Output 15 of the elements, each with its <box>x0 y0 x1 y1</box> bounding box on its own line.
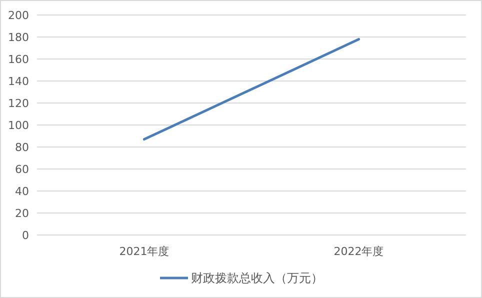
legend-label: 财政拨款总收入（万元） <box>191 271 323 285</box>
y-tick-label: 180 <box>8 31 29 44</box>
y-tick-label: 100 <box>8 119 29 132</box>
y-tick-label: 160 <box>8 53 29 66</box>
legend: 财政拨款总收入（万元） <box>160 271 323 285</box>
y-tick-label: 120 <box>8 97 29 110</box>
y-tick-label: 0 <box>22 229 29 242</box>
y-tick-label: 80 <box>15 141 29 154</box>
y-tick-label: 140 <box>8 75 29 88</box>
x-tick-label: 2022年度 <box>334 245 384 258</box>
y-tick-label: 200 <box>8 9 29 22</box>
x-tick-label: 2021年度 <box>119 245 170 258</box>
y-tick-label: 20 <box>15 207 29 220</box>
y-tick-label: 60 <box>15 163 29 176</box>
y-tick-label: 40 <box>15 185 29 198</box>
